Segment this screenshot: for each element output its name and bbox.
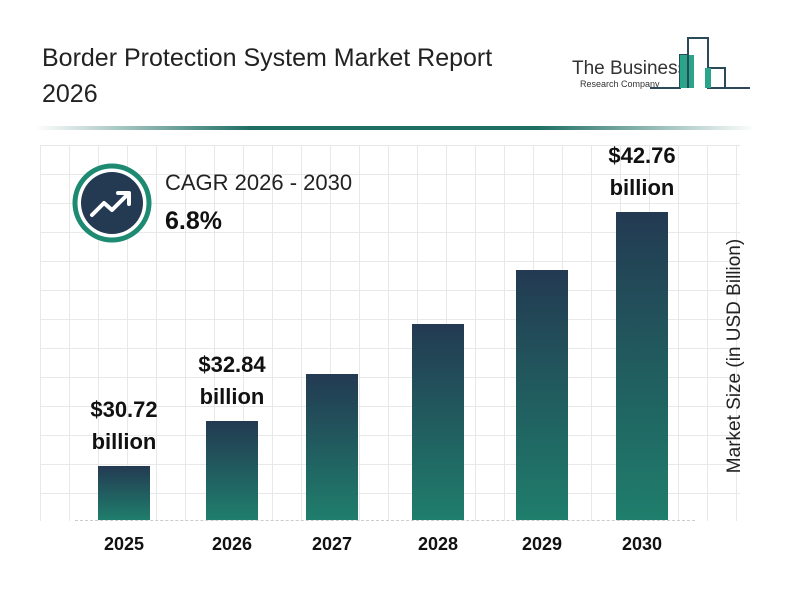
- bar-2026: [206, 421, 258, 520]
- header-divider: [35, 126, 755, 130]
- data-label-value: $30.72: [90, 396, 158, 422]
- data-label-2030: $42.76 billion: [582, 140, 702, 204]
- page-title: Border Protection System Market Report 2…: [42, 44, 493, 108]
- bar-2027: [306, 374, 358, 520]
- data-label-unit: billion: [91, 428, 157, 454]
- x-tick-label: 2029: [521, 534, 563, 554]
- data-label-value: $42.76: [608, 142, 676, 168]
- x-tick-label: 2028: [417, 534, 459, 554]
- data-label-2026: $32.84 billion: [172, 349, 292, 413]
- data-label-unit: billion: [609, 174, 675, 200]
- chart-baseline: [75, 520, 695, 521]
- bar-2028: [412, 323, 464, 520]
- x-tick-label: 2030: [621, 534, 663, 554]
- data-label-value: $32.84: [198, 352, 266, 378]
- x-tick-label: 2025: [103, 534, 145, 554]
- data-label-2025: $30.72 billion: [64, 394, 184, 458]
- bar-2025: [98, 465, 150, 520]
- data-label-unit: billion: [199, 384, 265, 410]
- trend-up-arrow-icon: [72, 163, 152, 243]
- y-axis-label: Market Size (in USD Billion): [724, 238, 745, 474]
- svg-text:Research Company: Research Company: [580, 79, 660, 89]
- svg-text:The Business: The Business: [572, 58, 687, 79]
- cagr-value: 6.8%: [165, 207, 222, 235]
- x-tick-label: 2026: [211, 534, 253, 554]
- bar-2029: [516, 269, 568, 520]
- company-logo: The Business Research Company: [572, 37, 750, 89]
- x-tick-label: 2027: [311, 534, 353, 554]
- cagr-label: CAGR 2026 - 2030: [165, 170, 353, 195]
- bar-2030: [616, 211, 668, 520]
